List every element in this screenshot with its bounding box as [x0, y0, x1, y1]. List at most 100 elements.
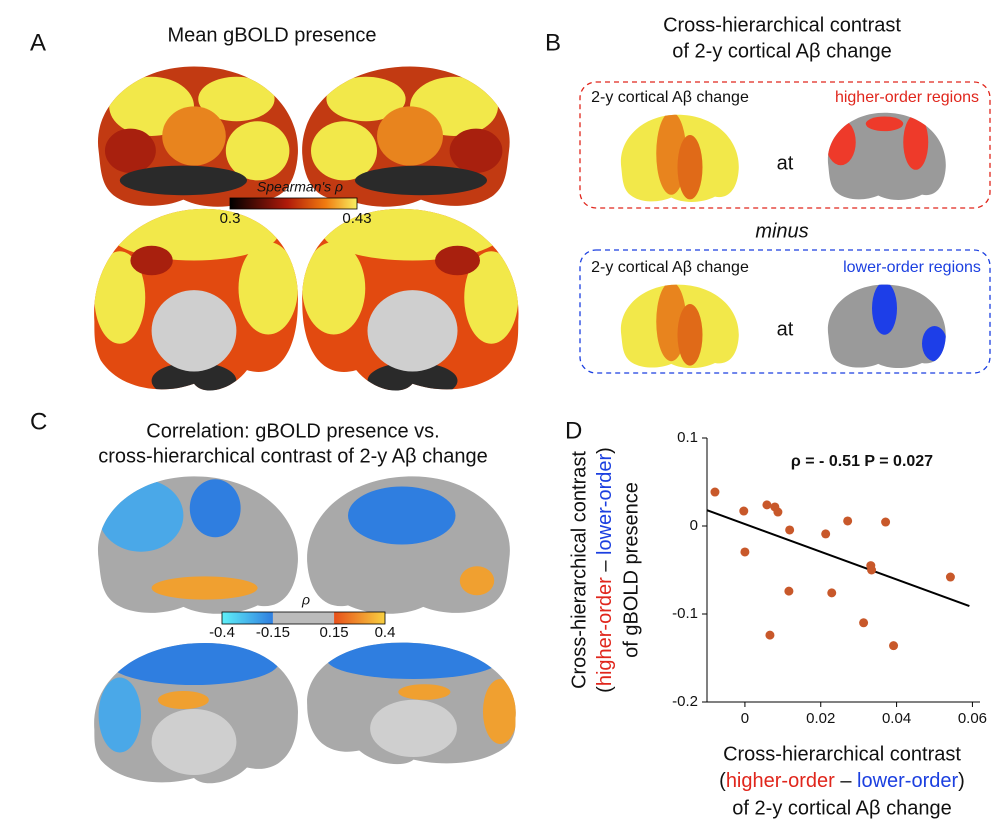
brain-region [189, 479, 241, 538]
colorbar-segment [334, 612, 385, 624]
brain-region [130, 245, 173, 276]
label-part: ( [594, 686, 616, 693]
point [945, 572, 955, 582]
brain-region [449, 128, 503, 173]
brain-region [865, 116, 904, 132]
label-part: higher-order [726, 770, 835, 792]
label-part: – [594, 555, 616, 577]
box-label: 2-y cortical Aβ change [591, 259, 749, 276]
point [881, 517, 891, 527]
point [784, 586, 794, 596]
brain-region [157, 691, 209, 709]
brain-region [398, 684, 451, 700]
y-axis-label: Cross-hierarchical contrast (higher-orde… [568, 447, 642, 693]
colorbar-tick-label: -0.15 [256, 624, 290, 641]
y-axis-label-line: (higher-order – lower-order) [594, 447, 616, 693]
label-part: lower-order [594, 453, 616, 554]
brain [97, 476, 298, 614]
point [827, 588, 837, 598]
x-tick-label: 0 [741, 710, 749, 727]
label-part: ) [594, 447, 616, 454]
panel-letter: A [30, 29, 46, 56]
box-label: lower-order regions [843, 259, 981, 276]
box-label: higher-order regions [835, 89, 979, 106]
annotation-part: ρ = - 0.51 [791, 453, 860, 470]
x-tick-label: 0.06 [958, 710, 987, 727]
panel-title: Mean gBOLD presence [167, 24, 376, 46]
colorbar-tick-label: 0.3 [220, 210, 241, 227]
point [773, 507, 783, 517]
point [739, 506, 749, 516]
brain-region [326, 642, 501, 679]
brain [302, 66, 510, 207]
brain-medial-wall [367, 290, 458, 372]
x-tick-label: 0.02 [806, 710, 835, 727]
colorbar-tick-label: 0.4 [375, 624, 396, 641]
annotation-part: P = 0.027 [864, 453, 933, 470]
panel-title: Correlation: gBOLD presence vs. [146, 420, 439, 442]
point [762, 500, 772, 510]
brain [827, 284, 946, 369]
colorbar-tick-label: 0.43 [342, 210, 371, 227]
brain-region [94, 251, 146, 344]
brain [94, 643, 298, 784]
box-higher [579, 81, 991, 209]
brain-region [198, 76, 275, 122]
panel-letter: D [565, 417, 582, 444]
brain-region [98, 479, 184, 552]
point [843, 516, 853, 526]
brain [620, 114, 739, 202]
label-part: higher-order [594, 577, 616, 686]
label-part: – [835, 770, 857, 792]
brain [94, 208, 298, 391]
x-axis-label: of 2-y cortical Aβ change [732, 797, 951, 819]
x-axis-label: Cross-hierarchical contrast [723, 743, 961, 765]
y-tick-label: 0 [690, 517, 698, 534]
brain [620, 284, 739, 369]
panel-letter: C [30, 408, 47, 435]
brain-region [677, 135, 703, 200]
box-label: 2-y cortical Aβ change [591, 89, 749, 106]
y-tick-label: -0.2 [672, 693, 698, 710]
joiner: at [777, 318, 794, 340]
brain-region [151, 576, 258, 600]
point [785, 525, 795, 535]
brain [307, 642, 516, 765]
brain-region [104, 128, 156, 173]
brain-medial-wall [151, 709, 237, 775]
label-part: lower-order [857, 770, 958, 792]
brain-region [302, 242, 366, 335]
brain-region [98, 677, 141, 753]
brain [302, 208, 519, 391]
brain-region [109, 643, 279, 685]
colorbar [229, 197, 358, 210]
brain-region [119, 165, 247, 196]
x-tick-label: 0.04 [882, 710, 911, 727]
colorbar-label: ρ [301, 592, 310, 608]
brain-region [355, 165, 487, 196]
y-axis-label-line: of gBOLD presence [620, 482, 642, 658]
colorbar-frame [221, 611, 386, 625]
colorbar-tick-label: -0.4 [209, 624, 235, 641]
brain-region [225, 121, 290, 181]
brain-region [922, 326, 946, 362]
joiner: at [777, 152, 794, 174]
y-tick-label: -0.1 [672, 605, 698, 622]
brain-region [872, 284, 897, 335]
brain-region [482, 679, 516, 744]
point [867, 565, 877, 575]
brain-region [903, 114, 929, 170]
brain-region [311, 121, 377, 181]
point [740, 547, 750, 557]
brain-region [827, 119, 856, 166]
point [859, 618, 869, 628]
colorbar-tick-label: 0.15 [319, 624, 348, 641]
brain-region [326, 76, 406, 122]
brain-region [464, 251, 519, 344]
brain-region [238, 242, 298, 335]
x-axis-label: (higher-order – lower-order) [719, 770, 965, 792]
point [765, 630, 775, 640]
operator: minus [755, 220, 808, 242]
point [710, 487, 720, 497]
